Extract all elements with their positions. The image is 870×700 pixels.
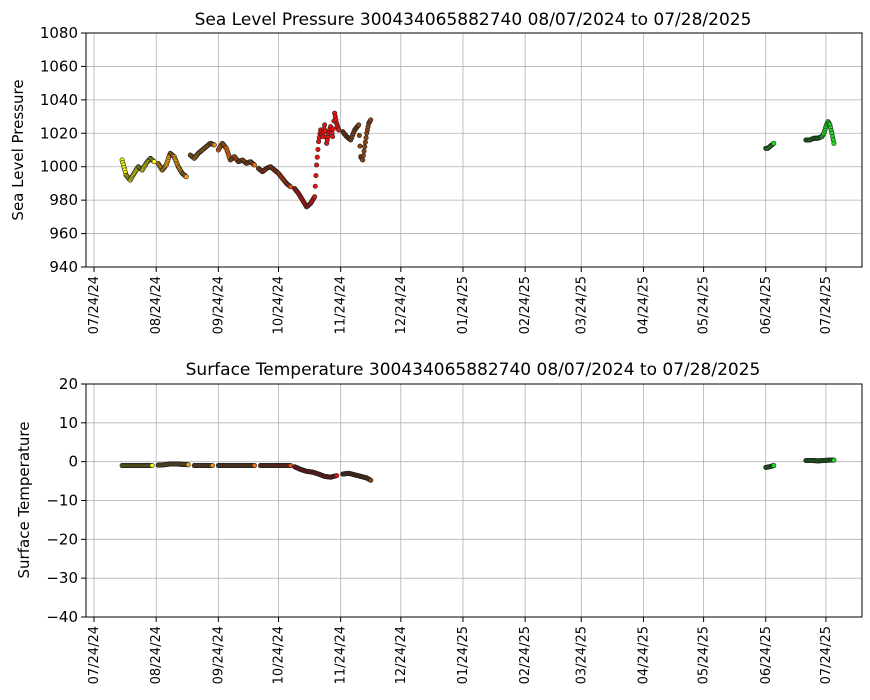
data-point [334,473,340,479]
pressure-chart: Sea Level Pressure 300434065882740 08/07… [9,10,863,334]
data-point [831,457,837,463]
y-tick-label: 1000 [40,158,78,176]
x-tick-label: 07/24/24 [87,626,102,684]
x-tick-label: 04/24/25 [636,276,651,334]
x-tick-label: 05/24/25 [697,276,712,334]
x-tick-label: 11/24/24 [334,276,349,334]
y-tick-label: 1080 [40,24,78,42]
x-tick-label: 09/24/24 [211,276,226,334]
x-tick-label: 07/24/25 [819,276,834,334]
x-tick-label: 07/24/24 [87,276,102,334]
y-tick-label: −30 [46,569,78,587]
axes: 940 960 980 1000 1020 1040 1060 1080 07/24/24 08/… [40,24,834,334]
data-point [149,463,155,469]
y-axis-label: Sea Level Pressure [9,79,27,220]
x-tick-label: 06/24/25 [759,276,774,334]
data-point [361,148,367,154]
x-tick-label: 09/24/24 [211,626,226,684]
axes: −40 −30 −20 −10 0 10 20 07/24/24 08/24/24 09/24/2… [46,375,834,684]
data-point [314,154,320,160]
temperature-chart: Surface Temperature 300434065882740 08/0… [15,360,863,684]
data-point [315,146,321,152]
data-point [312,194,318,200]
x-tick-label: 10/24/24 [271,626,286,684]
x-tick-label: 03/24/25 [574,276,589,334]
x-tick-label: 08/24/24 [149,626,164,684]
data-point [322,122,328,128]
data-points [119,110,837,210]
y-tick-label: 0 [68,453,78,471]
x-tick-label: 06/24/25 [759,626,774,684]
chart-title: Sea Level Pressure 300434065882740 08/07… [195,10,752,30]
y-tick-label: 20 [59,375,78,393]
x-tick-label: 05/24/25 [697,626,712,684]
y-tick-label: 980 [49,191,78,209]
data-point [211,142,217,148]
data-point [362,139,368,145]
data-point [251,162,257,168]
data-point [330,134,336,140]
y-axis-label: Surface Temperature [15,422,33,579]
data-point [368,477,374,483]
y-tick-label: −10 [46,492,78,510]
data-point [357,143,363,149]
data-point [330,126,336,132]
x-tick-label: 03/24/25 [574,626,589,684]
data-point [362,144,368,150]
y-tick-label: 10 [59,414,78,432]
x-tick-label: 01/24/25 [456,626,471,684]
x-tick-label: 12/24/24 [394,626,409,684]
data-point [360,157,366,163]
x-tick-label: 08/24/24 [149,276,164,334]
data-point [356,133,362,139]
x-tick-label: 01/24/25 [456,276,471,334]
data-point [183,174,189,180]
data-point [313,173,319,179]
data-point [251,463,257,469]
grid [86,32,862,268]
chart-title: Surface Temperature 300434065882740 08/0… [186,360,761,380]
data-point [360,153,366,159]
data-points [119,457,837,483]
y-tick-label: 1060 [40,57,78,75]
data-point [209,463,215,469]
x-tick-label: 10/24/24 [271,276,286,334]
y-tick-label: 960 [49,225,78,243]
x-tick-label: 02/24/25 [518,626,533,684]
x-tick-label: 04/24/25 [636,626,651,684]
data-point [831,140,837,146]
data-point [368,117,374,123]
data-point [314,162,320,168]
grid [86,383,862,618]
x-tick-label: 12/24/24 [394,276,409,334]
x-tick-label: 02/24/25 [518,276,533,334]
data-point [356,122,362,128]
plot-frame [85,32,863,268]
data-point [771,463,777,469]
y-tick-label: −20 [46,530,78,548]
y-tick-label: 1040 [40,91,78,109]
data-point [363,135,369,141]
data-point [185,462,191,468]
x-tick-label: 07/24/25 [819,626,834,684]
x-tick-label: 11/24/24 [334,626,349,684]
data-point [771,140,777,146]
data-point [312,183,318,189]
y-tick-label: 1020 [40,124,78,142]
y-tick-label: −40 [46,608,78,626]
y-tick-label: 940 [49,258,78,276]
